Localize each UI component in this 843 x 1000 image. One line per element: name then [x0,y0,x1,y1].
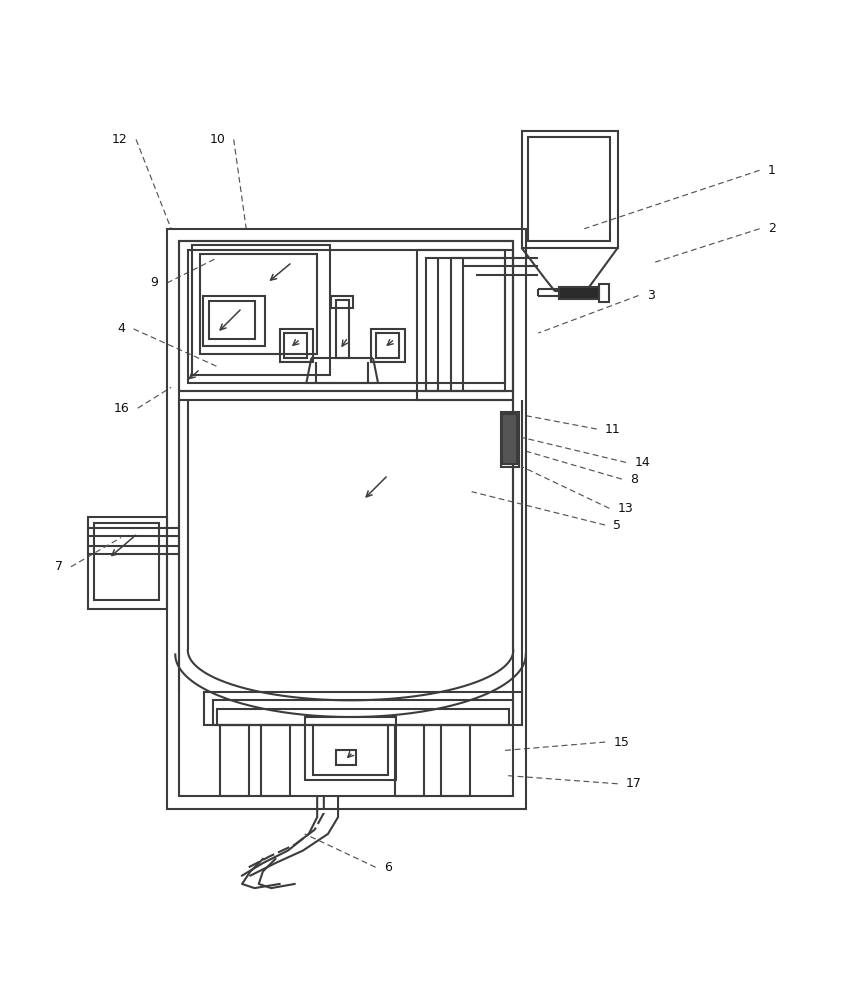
Bar [336,750,357,765]
Bar [417,250,513,400]
Bar [284,333,307,358]
Text: 4: 4 [117,322,126,335]
Bar [501,412,519,467]
Text: 9: 9 [151,276,158,289]
Bar [205,692,522,725]
Bar [304,717,396,780]
Text: 15: 15 [614,736,630,749]
Bar [219,725,249,796]
Bar [192,245,330,375]
Bar [209,301,255,339]
Bar [426,258,505,391]
Bar [201,254,317,354]
Text: 13: 13 [618,502,633,515]
Bar [203,296,266,346]
Bar [313,725,388,775]
Text: 3: 3 [647,289,655,302]
Text: 16: 16 [114,402,129,415]
Text: 5: 5 [614,519,621,532]
Bar [280,329,313,362]
Bar [559,287,599,299]
Bar [372,329,405,362]
Bar [261,725,291,796]
Bar [212,700,513,725]
Bar [88,517,167,609]
Text: 6: 6 [384,861,392,874]
Bar [336,300,349,358]
Text: 2: 2 [768,222,776,235]
Bar [180,241,513,391]
Bar [529,137,610,241]
Bar [167,229,526,809]
Bar [94,523,159,600]
Bar [217,709,509,725]
Bar [599,284,609,302]
Bar [180,241,513,796]
Text: 14: 14 [634,456,650,469]
Text: 12: 12 [112,133,127,146]
Text: 11: 11 [605,423,621,436]
Text: 17: 17 [626,777,642,790]
Bar [502,414,518,464]
Bar [376,333,399,358]
Bar [522,131,618,248]
Bar [188,250,505,383]
Bar [331,296,353,308]
Text: 10: 10 [209,133,225,146]
Bar [395,725,424,796]
Text: 8: 8 [631,473,638,486]
Bar [441,725,470,796]
Text: 7: 7 [55,560,62,573]
Text: 1: 1 [768,164,776,177]
